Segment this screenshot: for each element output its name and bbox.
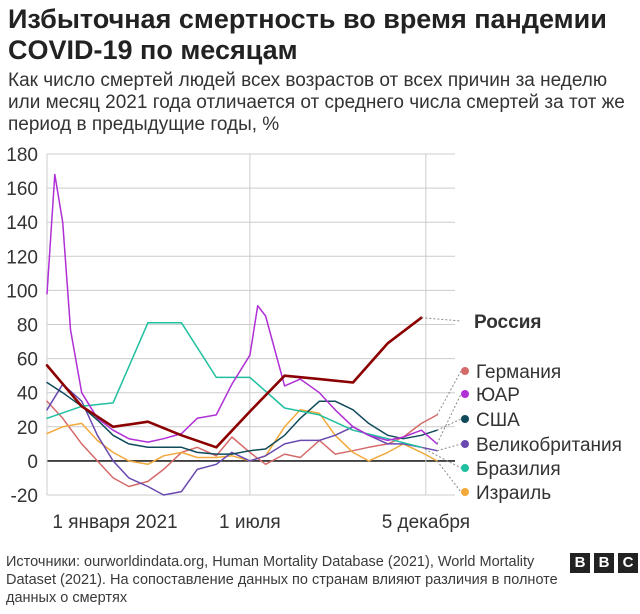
legend-label-usa: США	[476, 410, 520, 431]
x-tick-label: 5 декабря	[382, 512, 470, 533]
series-line-israel	[46, 409, 438, 466]
y-tick-label: 120	[6, 247, 38, 268]
line-chart: -20 0 20 40 60 80 100 120 140 160 180 1 января 2021…	[6, 145, 622, 533]
series-line-south-africa	[46, 173, 438, 445]
legend-dot-uk	[461, 440, 469, 448]
legend-dot-germany	[461, 367, 469, 375]
series-line-uk	[46, 383, 438, 496]
y-tick-label: 40	[17, 384, 38, 405]
legend-leader-line	[436, 418, 462, 431]
bbc-logo-letter: B	[594, 553, 614, 573]
chart-subtitle: Как число смертей людей всех возрастов о…	[8, 70, 625, 135]
legend-leader-line	[421, 446, 462, 469]
x-tick-label: 1 января 2021	[52, 512, 177, 533]
bbc-logo: B B C	[570, 553, 638, 573]
x-tick-label: 1 июля	[219, 512, 281, 533]
legend-label-brazil: Бразилия	[476, 459, 561, 480]
y-tick-label: 0	[27, 452, 38, 473]
legend-leader-line	[436, 370, 462, 416]
legend-leader-line	[421, 317, 462, 322]
legend-dot-israel	[461, 488, 469, 496]
legend-dot-south-africa	[461, 390, 469, 398]
series-line-germany	[46, 400, 438, 488]
legend-dot-brazil	[461, 464, 469, 472]
legend-dot-usa	[461, 415, 469, 423]
series-line-russia	[45, 316, 423, 449]
legend-label-south-africa: ЮАР	[476, 385, 520, 406]
y-tick-label: 80	[17, 316, 38, 337]
y-tick-label: 140	[6, 213, 38, 234]
legend-label-uk: Великобритания	[476, 435, 622, 456]
label-layer: -20 0 20 40 60 80 100 120 140 160 180 1 января 2021…	[6, 145, 622, 533]
y-tick-label: 180	[6, 145, 38, 166]
series-line-usa	[46, 381, 438, 455]
series-layer	[45, 173, 438, 496]
legend-label-russia: Россия	[474, 312, 541, 333]
legend-label-germany: Германия	[476, 362, 561, 383]
grid-layer	[46, 153, 455, 496]
y-tick-label: 60	[17, 350, 38, 371]
y-tick-label: 160	[6, 179, 38, 200]
bbc-logo-letter: C	[618, 553, 638, 573]
bbc-logo-letter: B	[570, 553, 590, 573]
legend-leader-line	[436, 443, 462, 452]
series-line-brazil	[46, 322, 423, 449]
legend-label-israel: Израиль	[476, 483, 551, 504]
y-tick-label: -20	[11, 486, 38, 507]
legend-leader-line	[436, 460, 462, 493]
y-tick-label: 20	[17, 418, 38, 439]
source-note: Источники: ourworldindata.org, Human Mor…	[6, 554, 558, 606]
legend-leader-line	[436, 393, 462, 445]
y-tick-label: 100	[6, 281, 38, 302]
chart-title: Избыточная смертность во время пандемии …	[8, 4, 607, 65]
